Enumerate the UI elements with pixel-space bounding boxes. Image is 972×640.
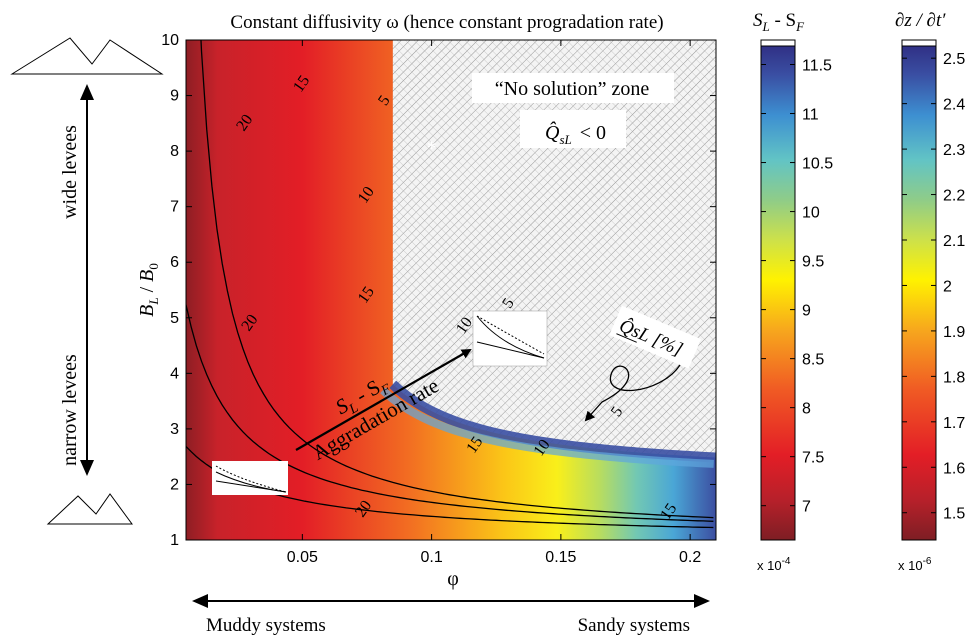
y-tick-label: 1	[170, 532, 179, 549]
aggradation-arrow	[295, 349, 472, 451]
contour-label-15: 15	[290, 73, 313, 96]
colorbar-tick-label: 2.5	[943, 51, 965, 68]
colorbar-tick-label: 2.3	[943, 142, 965, 159]
plot-frame	[185, 39, 717, 541]
colorbar-tick-label: 7.5	[802, 450, 824, 467]
no-solution-label: “No solution” zone	[495, 78, 650, 100]
colorbar-tick-label: 10	[802, 205, 820, 222]
colorbar-tick-label: 11	[802, 107, 819, 124]
x-axis-label: φ	[447, 568, 459, 590]
colorbar-tick-label: 2.1	[943, 233, 965, 250]
qsl-condition: Q̂sL < 0	[545, 121, 606, 147]
y-tick-label: 5	[170, 310, 179, 327]
colorbar-aggradation: 1.5 1.6 1.7 1.8 1.9 2 2.1 2.2 2.3 2.4 2.5 ∂z / ∂t′…	[895, 10, 965, 573]
zone-boundary	[389, 380, 716, 463]
colorbar-aggradation-title: ∂z / ∂t′	[895, 10, 946, 31]
colorbar-tick-label: 8	[802, 401, 811, 418]
colorbar-tick-label: 7	[802, 499, 811, 516]
y-tick-label: 6	[170, 254, 179, 271]
y-tick-label: 7	[170, 199, 179, 216]
zone-boundary-inner	[380, 387, 714, 468]
contour-label-20: 20	[238, 311, 261, 334]
contour-label-20: 20	[352, 498, 375, 521]
colorbar-tick-label: 1.7	[943, 415, 965, 432]
svg-text:BL / B0: BL / B0	[136, 263, 161, 317]
y-tick-label: 4	[170, 365, 179, 382]
no-solution-box	[472, 73, 674, 103]
narrow-levees-label: narrow levees	[59, 354, 81, 466]
colorbar-slope: 7 7.5 8 8.5 9 9.5 10 10.5 11 11.5 SL - SF x 10-4	[753, 10, 833, 573]
y-tick-label: 3	[170, 421, 179, 438]
colorbar-tick-label: 10.5	[802, 156, 833, 173]
muddy-systems-label: Muddy systems	[206, 615, 326, 636]
y-tick-label: 9	[170, 88, 179, 105]
x-tick-label: 0.1	[420, 549, 442, 566]
contour-label-10: 10	[453, 314, 476, 337]
colorbar-tick-label: 11.5	[802, 58, 832, 75]
contour-label-20: 20	[233, 111, 256, 134]
colorbar-tick-label: 9.5	[802, 254, 824, 271]
contour-label-15: 15	[355, 284, 378, 307]
colorbar-slope-title: SL - SF	[753, 10, 805, 34]
legend-arrow-curve	[584, 364, 681, 422]
colorbar-tick-label: 1.9	[943, 324, 965, 341]
contour-label-15: 15	[657, 500, 680, 523]
colorbar-tick-label: 1.8	[943, 369, 965, 386]
contour-line-10	[200, 40, 714, 519]
contour-label-10: 10	[531, 436, 554, 459]
inset-plot-lower	[212, 461, 288, 495]
y-axis-ticks: 1 2 3 4 5 6 7 8 9 10	[161, 32, 716, 549]
contour-line-15	[186, 304, 714, 522]
colorbar-tick-label: 2.4	[943, 97, 965, 114]
sandy-systems-label: Sandy systems	[578, 615, 690, 636]
wide-levee-icon	[10, 37, 164, 75]
contour-label-15: 15	[463, 434, 486, 457]
contour-label-10: 10	[355, 184, 378, 207]
colorbar-aggradation-ticks: 1.5 1.6 1.7 1.8 1.9 2 2.1 2.2 2.3 2.4 2.5	[902, 51, 965, 523]
y-tick-label: 2	[170, 476, 179, 493]
wide-levees-label: wide levees	[59, 125, 81, 219]
chart-title: Constant diffusivity ω (hence constant p…	[230, 12, 663, 33]
colorbar-slope-multiplier: x 10-4	[757, 556, 791, 573]
colorbar-tick-label: 8.5	[802, 352, 824, 369]
y-tick-label: 10	[161, 32, 179, 49]
colorbar-tick-label: 9	[802, 303, 811, 320]
colorbar-aggradation-multiplier: x 10-6	[898, 556, 932, 573]
x-tick-label: 0.2	[679, 549, 701, 566]
qsl-condition-box	[520, 110, 626, 148]
colorbar-tick-label: 2	[943, 278, 952, 295]
narrow-levee-icon	[46, 493, 133, 525]
colorbar-tick-label: 1.5	[943, 506, 965, 523]
x-axis-ticks: 0.05 0.1 0.15 0.2	[287, 40, 701, 566]
inset-plot-upper	[472, 310, 548, 367]
colorbar-tick-label: 1.6	[943, 460, 965, 477]
x-tick-label: 0.15	[545, 549, 576, 566]
y-tick-label: 8	[170, 143, 179, 160]
marker-star: *	[427, 138, 437, 160]
colorbar-slope-ticks: 7 7.5 8 8.5 9 9.5 10 10.5 11 11.5	[761, 58, 833, 516]
y-axis-label: BL / B0	[136, 263, 161, 317]
x-tick-label: 0.05	[287, 549, 318, 566]
colorbar-tick-label: 2.2	[943, 188, 965, 205]
